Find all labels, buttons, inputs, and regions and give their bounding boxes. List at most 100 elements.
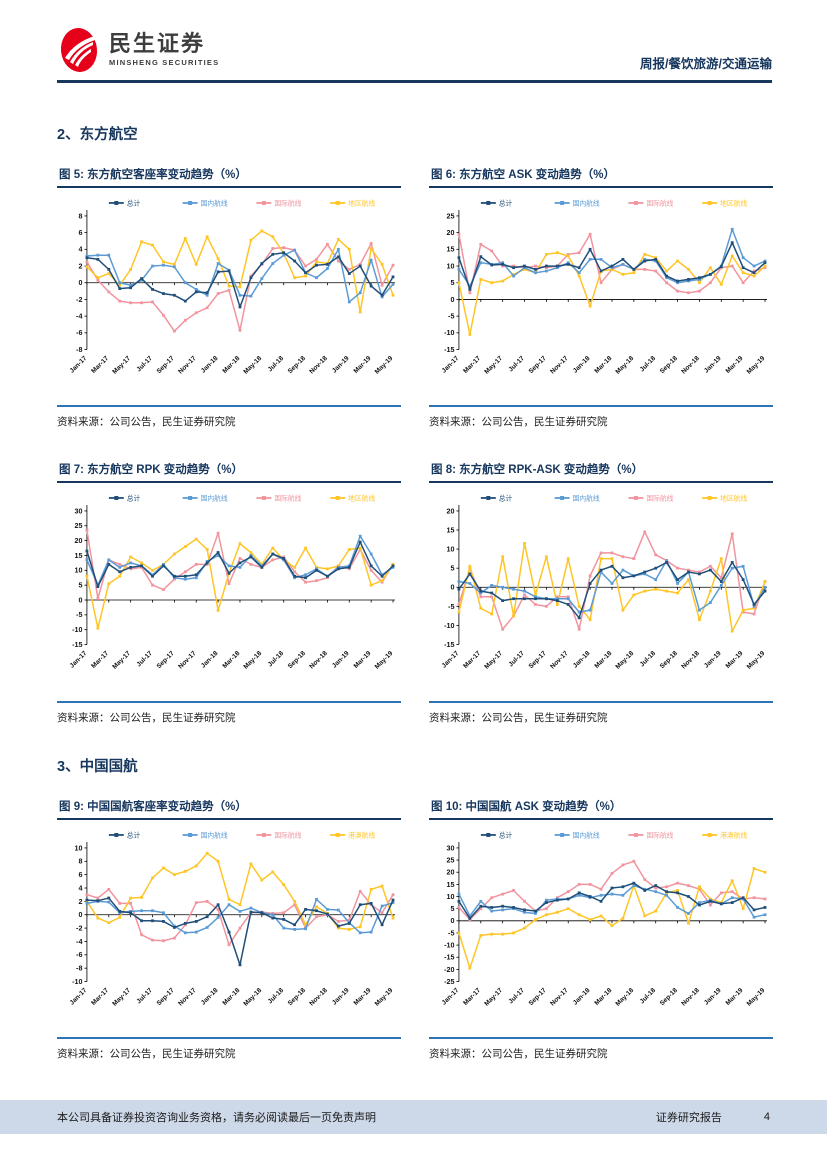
- svg-text:0: 0: [450, 917, 454, 925]
- svg-text:Nov-18: Nov-18: [308, 355, 329, 376]
- page-footer: 本公司具备证券投资咨询业务资格，请务必阅读最后一页免责声明 证券研究报告 4: [0, 1100, 827, 1134]
- svg-text:Nov-17: Nov-17: [177, 650, 198, 671]
- svg-text:Jan-17: Jan-17: [441, 986, 461, 1006]
- svg-text:May-18: May-18: [615, 986, 636, 1007]
- svg-text:Jan-18: Jan-18: [572, 650, 592, 670]
- svg-text:May-18: May-18: [243, 650, 264, 671]
- svg-text:Jan-17: Jan-17: [441, 650, 461, 670]
- svg-text:May-19: May-19: [374, 650, 395, 671]
- svg-text:Jul-18: Jul-18: [267, 986, 286, 1005]
- svg-text:May-19: May-19: [746, 650, 767, 671]
- svg-text:0: 0: [78, 279, 82, 287]
- svg-text:Mar-19: Mar-19: [353, 986, 373, 1006]
- svg-text:Sep-18: Sep-18: [659, 650, 679, 670]
- svg-text:30: 30: [446, 844, 454, 852]
- brand-name: 民生证券: [109, 31, 206, 56]
- svg-text:-5: -5: [448, 929, 454, 937]
- figure-5-title: 图 5: 东方航空客座率变动趋势（%）: [57, 164, 401, 188]
- svg-text:Jul-17: Jul-17: [508, 355, 527, 374]
- page-number: 4: [763, 1111, 770, 1123]
- svg-text:0: 0: [78, 911, 82, 919]
- svg-text:Mar-18: Mar-18: [593, 650, 613, 670]
- svg-text:Mar-19: Mar-19: [725, 986, 745, 1006]
- svg-text:Jan-18: Jan-18: [572, 355, 592, 375]
- figure-6-source: 资料来源：公司公告，民生证券研究院: [429, 405, 773, 429]
- svg-text:Nov-18: Nov-18: [308, 986, 329, 1007]
- svg-text:Jan-17: Jan-17: [69, 650, 89, 670]
- svg-text:5: 5: [450, 565, 454, 573]
- svg-text:25: 25: [74, 523, 82, 531]
- svg-text:Nov-18: Nov-18: [680, 986, 701, 1007]
- svg-text:15: 15: [446, 527, 454, 535]
- figure-8: 图 8: 东方航空 RPK-ASK 变动趋势（%） -15 -10 -5 0 5 10 15…: [429, 459, 773, 724]
- svg-text:May-18: May-18: [243, 355, 264, 376]
- svg-text:总计: 总计: [127, 494, 141, 503]
- figure-7: 图 7: 东方航空 RPK 变动趋势（%） -15 -10 -5 0 5 10 15 20 25…: [57, 459, 401, 724]
- svg-text:Jan-19: Jan-19: [331, 986, 351, 1006]
- svg-text:30: 30: [74, 508, 82, 516]
- svg-text:Mar-17: Mar-17: [462, 986, 482, 1006]
- figure-10: 图 10: 中国国航 ASK 变动趋势（%） -25 -20 -15 -10 -5 0 5 1…: [429, 796, 773, 1061]
- figure-5-source: 资料来源：公司公告，民生证券研究院: [57, 405, 401, 429]
- svg-text:-4: -4: [76, 938, 82, 946]
- svg-text:Nov-17: Nov-17: [177, 986, 198, 1007]
- svg-text:Jul-18: Jul-18: [267, 650, 286, 669]
- svg-text:Jan-19: Jan-19: [703, 355, 723, 375]
- svg-text:Mar-19: Mar-19: [725, 355, 745, 375]
- svg-text:May-19: May-19: [374, 355, 395, 376]
- svg-text:国际航线: 国际航线: [274, 494, 301, 503]
- section-heading-guohang: 3、中国国航: [57, 758, 138, 775]
- svg-text:-5: -5: [448, 313, 454, 321]
- svg-text:Sep-18: Sep-18: [287, 355, 307, 375]
- svg-text:May-17: May-17: [111, 355, 132, 376]
- svg-text:Jan-19: Jan-19: [703, 650, 723, 670]
- svg-text:8: 8: [78, 857, 82, 865]
- figure-9-source: 资料来源：公司公告，民生证券研究院: [57, 1037, 401, 1061]
- svg-text:国际航线: 国际航线: [646, 830, 673, 839]
- svg-text:Sep-18: Sep-18: [287, 650, 307, 670]
- svg-text:May-17: May-17: [111, 986, 132, 1007]
- svg-text:总计: 总计: [127, 830, 141, 839]
- svg-text:May-19: May-19: [374, 986, 395, 1007]
- header-rule: [57, 80, 772, 83]
- svg-text:Jan-19: Jan-19: [703, 986, 723, 1006]
- svg-text:-15: -15: [72, 641, 82, 649]
- svg-text:May-17: May-17: [483, 355, 504, 376]
- figure-row-1: 图 5: 东方航空客座率变动趋势（%） -8 -6 -4 -2 0 2 4 6 8 Jan-17 M…: [57, 164, 773, 429]
- svg-text:20: 20: [446, 868, 454, 876]
- svg-text:-8: -8: [76, 346, 82, 354]
- svg-text:Nov-17: Nov-17: [177, 355, 198, 376]
- svg-text:国内航线: 国内航线: [573, 494, 600, 503]
- figure-8-chart: -15 -10 -5 0 5 10 15 20 Jan-17 Mar-17 May-17 Jul-17…: [441, 494, 768, 671]
- svg-text:Sep-17: Sep-17: [156, 355, 176, 375]
- svg-text:0: 0: [450, 584, 454, 592]
- svg-text:Jan-17: Jan-17: [441, 355, 461, 375]
- svg-text:May-17: May-17: [483, 986, 504, 1007]
- svg-text:国际航线: 国际航线: [274, 830, 301, 839]
- svg-text:5: 5: [450, 279, 454, 287]
- figure-9: 图 9: 中国国航客座率变动趋势（%） -10 -8 -6 -4 -2 0 2 4 6 8 10 Ja…: [57, 796, 401, 1061]
- svg-text:地区航线: 地区航线: [720, 494, 747, 503]
- figure-7-source: 资料来源：公司公告，民生证券研究院: [57, 700, 401, 725]
- svg-text:4: 4: [78, 884, 82, 892]
- svg-text:国内航线: 国内航线: [201, 830, 228, 839]
- svg-text:10: 10: [446, 262, 454, 270]
- svg-text:Mar-18: Mar-18: [593, 986, 613, 1006]
- svg-text:Sep-17: Sep-17: [528, 355, 548, 375]
- svg-text:-4: -4: [76, 313, 82, 321]
- svg-text:Nov-18: Nov-18: [680, 650, 701, 671]
- svg-text:Mar-17: Mar-17: [90, 986, 110, 1006]
- svg-text:Mar-17: Mar-17: [462, 355, 482, 375]
- page-header: 民生证券 MINSHENG SECURITIES 周报/餐饮旅游/交通运输: [0, 0, 827, 83]
- svg-text:Sep-17: Sep-17: [156, 650, 176, 670]
- svg-text:Jan-18: Jan-18: [572, 986, 592, 1006]
- figure-5: 图 5: 东方航空客座率变动趋势（%） -8 -6 -4 -2 0 2 4 6 8 Jan-17 M…: [57, 164, 401, 429]
- svg-text:4: 4: [78, 246, 82, 254]
- minsheng-logo-icon: [60, 28, 98, 72]
- svg-text:Nov-18: Nov-18: [680, 355, 701, 376]
- svg-text:10: 10: [446, 893, 454, 901]
